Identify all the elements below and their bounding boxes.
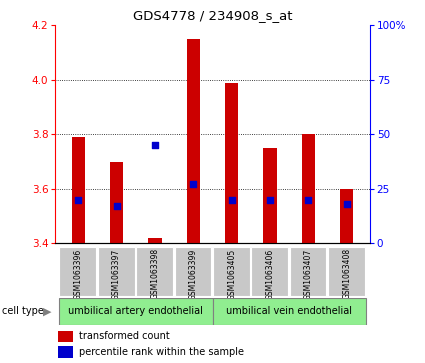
Point [266,197,273,203]
Text: GSM1063396: GSM1063396 [74,248,83,299]
Bar [58,331,73,342]
Bar [251,247,288,296]
Text: cell type: cell type [2,306,44,316]
Text: GSM1063406: GSM1063406 [266,248,275,299]
Text: GSM1063407: GSM1063407 [304,248,313,299]
Bar [225,82,238,243]
Bar [213,247,250,296]
Bar [340,189,354,243]
Text: GSM1063398: GSM1063398 [150,248,159,299]
Bar [148,238,162,243]
Bar [264,148,277,243]
Bar [302,134,315,243]
Bar [212,298,366,325]
Bar [289,247,326,296]
Point [305,197,312,203]
Text: umbilical artery endothelial: umbilical artery endothelial [68,306,203,316]
Text: GSM1063405: GSM1063405 [227,248,236,299]
Text: percentile rank within the sample: percentile rank within the sample [79,347,244,357]
Point [343,201,350,207]
Point [113,203,120,209]
Text: transformed count: transformed count [79,331,170,341]
Text: GSM1063408: GSM1063408 [342,248,351,299]
Point [190,182,197,187]
Text: GSM1063397: GSM1063397 [112,248,121,299]
Text: GSM1063399: GSM1063399 [189,248,198,299]
Bar [98,247,135,296]
Bar [110,162,123,243]
Bar [328,247,365,296]
Bar [71,137,85,243]
Bar [58,346,73,358]
Bar [59,298,212,325]
Point [228,197,235,203]
Point [152,142,159,148]
Text: GDS4778 / 234908_s_at: GDS4778 / 234908_s_at [133,9,292,22]
Bar [175,247,211,296]
Text: ▶: ▶ [42,306,51,316]
Point [75,197,82,203]
Bar [187,39,200,243]
Bar [60,247,96,296]
Bar [136,247,173,296]
Text: umbilical vein endothelial: umbilical vein endothelial [226,306,352,316]
